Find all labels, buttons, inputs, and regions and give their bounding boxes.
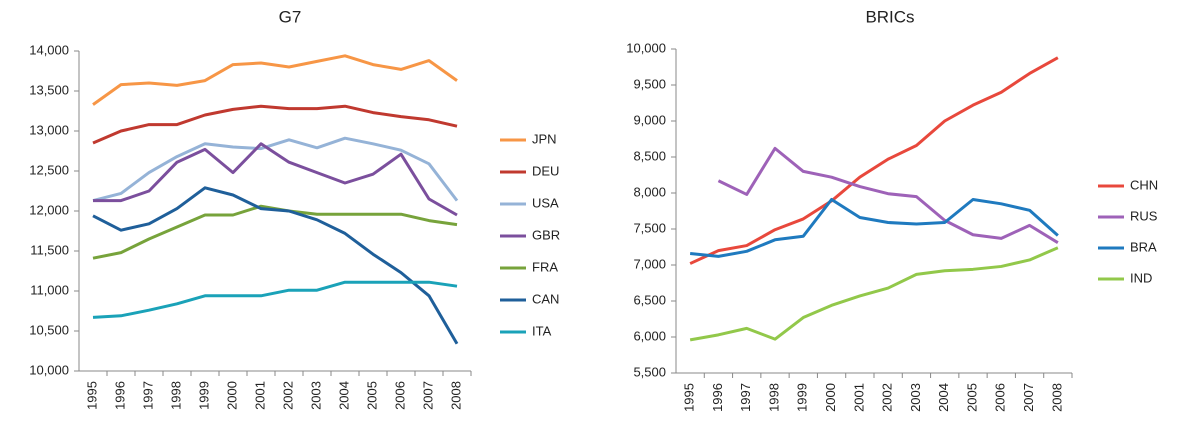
- y-tick-label: 6,500: [633, 292, 666, 307]
- legend-label: ITA: [532, 323, 552, 338]
- x-tick-label: 2007: [420, 381, 435, 410]
- legend-label: JPN: [532, 131, 557, 146]
- legend-label: USA: [532, 195, 559, 210]
- y-tick-label: 12,500: [29, 162, 69, 177]
- x-tick-label: 1996: [112, 381, 127, 410]
- legend-label: RUS: [1130, 208, 1158, 223]
- legend-label: CHN: [1130, 177, 1158, 192]
- x-tick-label: 2000: [224, 381, 239, 410]
- series-line: [92, 104, 458, 145]
- x-tick-label: 2000: [823, 383, 838, 412]
- y-tick-label: 8,500: [633, 148, 666, 163]
- x-tick-label: 2006: [392, 381, 407, 410]
- chart-title: BRICs: [865, 7, 914, 26]
- x-tick-label: 2005: [364, 381, 379, 410]
- x-tick-label: 1995: [84, 381, 99, 410]
- x-tick-label: 1999: [196, 381, 211, 410]
- series-line: [92, 186, 459, 345]
- x-tick-label: 2004: [936, 383, 951, 412]
- legend-label: FRA: [532, 259, 558, 274]
- legend-label: DEU: [532, 163, 559, 178]
- y-tick-label: 11,500: [30, 242, 69, 257]
- legend-label: CAN: [532, 291, 559, 306]
- x-tick-label: 2005: [964, 383, 979, 412]
- series-line: [689, 197, 1059, 258]
- x-tick-label: 1996: [710, 383, 725, 412]
- chart-title: G7: [279, 7, 302, 26]
- x-tick-label: 2001: [252, 381, 267, 410]
- y-tick-label: 10,000: [626, 40, 666, 55]
- y-tick-label: 12,000: [29, 202, 69, 217]
- x-tick-label: 2008: [448, 381, 463, 410]
- x-tick-label: 2003: [908, 383, 923, 412]
- x-tick-label: 1997: [738, 383, 753, 412]
- y-tick-label: 6,000: [633, 328, 666, 343]
- y-tick-label: 8,000: [633, 184, 666, 199]
- x-tick-label: 2004: [336, 381, 351, 410]
- x-tick-label: 2001: [851, 383, 866, 412]
- y-tick-label: 7,000: [633, 256, 666, 271]
- legend-label: BRA: [1130, 239, 1157, 254]
- series-line: [93, 142, 458, 217]
- x-tick-label: 2002: [880, 383, 895, 412]
- y-tick-label: 13,000: [29, 122, 69, 137]
- x-tick-label: 2006: [993, 383, 1008, 412]
- series-line: [717, 146, 1059, 244]
- series-line: [92, 204, 458, 260]
- series-line: [689, 56, 1059, 265]
- x-tick-label: 1997: [140, 381, 155, 410]
- x-tick-label: 2007: [1021, 383, 1036, 412]
- x-tick-label: 1999: [795, 383, 810, 412]
- x-tick-label: 1995: [682, 383, 697, 412]
- x-tick-label: 2003: [308, 381, 323, 410]
- series-line: [92, 54, 458, 106]
- y-tick-label: 13,500: [29, 82, 69, 97]
- y-tick-label: 9,000: [633, 112, 666, 127]
- y-tick-label: 7,500: [633, 220, 666, 235]
- legend-label: GBR: [532, 227, 560, 242]
- series-line: [92, 136, 459, 203]
- y-tick-label: 9,500: [633, 76, 666, 91]
- y-tick-label: 10,000: [29, 362, 69, 377]
- series-line: [689, 246, 1059, 342]
- y-tick-label: 5,500: [633, 364, 666, 379]
- x-tick-label: 2008: [1049, 383, 1064, 412]
- x-tick-label: 2002: [280, 381, 295, 410]
- series-line: [92, 280, 458, 319]
- x-tick-label: 1998: [766, 383, 781, 412]
- x-tick-label: 1998: [168, 381, 183, 410]
- legend-label: IND: [1130, 270, 1152, 285]
- y-tick-label: 10,500: [29, 322, 69, 337]
- y-tick-label: 11,000: [30, 282, 69, 297]
- y-tick-label: 14,000: [29, 42, 69, 57]
